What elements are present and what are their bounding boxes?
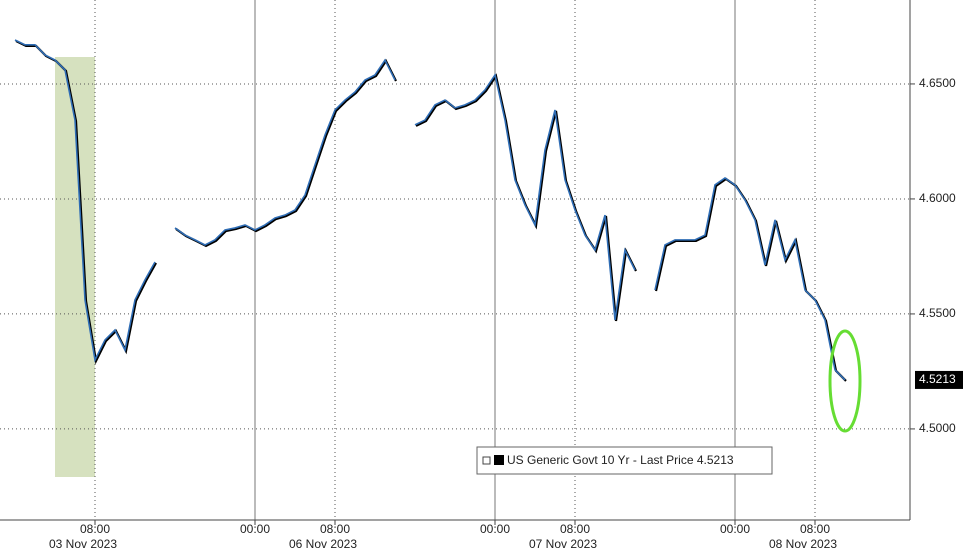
x-tick-label: 00:00 (240, 522, 270, 536)
y-tick-label: 4.5500 (919, 306, 956, 320)
legend-name: US Generic Govt 10 Yr - Last Price (507, 453, 694, 467)
y-tick-label: 4.6500 (919, 76, 956, 90)
legend-swatch (494, 455, 504, 465)
last-price-tag (915, 370, 963, 389)
date-label: 03 Nov 2023 (49, 537, 117, 551)
x-tick-label: 00:00 (480, 522, 510, 536)
line (14, 39, 846, 381)
x-tick-label: 08:00 (80, 522, 110, 536)
x-tick-label: 00:00 (720, 522, 750, 536)
legend-entry: US Generic Govt 10 Yr - Last Price 4.521… (507, 453, 734, 467)
x-tick-label: 08:00 (560, 522, 590, 536)
highlight-ellipse (828, 329, 862, 433)
date-label: 08 Nov 2023 (769, 537, 837, 551)
x-tick-label: 08:00 (800, 522, 830, 536)
legend-last-price: 4.5213 (697, 453, 734, 467)
legend: US Generic Govt 10 Yr - Last Price 4.521… (476, 446, 773, 475)
date-label: 07 Nov 2023 (529, 537, 597, 551)
y-tick-label: 4.5000 (919, 421, 956, 435)
last-price-label: 4.5213 (919, 372, 956, 386)
y-tick-label: 4.6000 (919, 191, 956, 205)
x-tick-label: 08:00 (320, 522, 350, 536)
date-label: 06 Nov 2023 (289, 537, 357, 551)
line-shadow (15, 40, 847, 382)
legend-icon (482, 456, 491, 465)
legend-box (476, 446, 773, 475)
